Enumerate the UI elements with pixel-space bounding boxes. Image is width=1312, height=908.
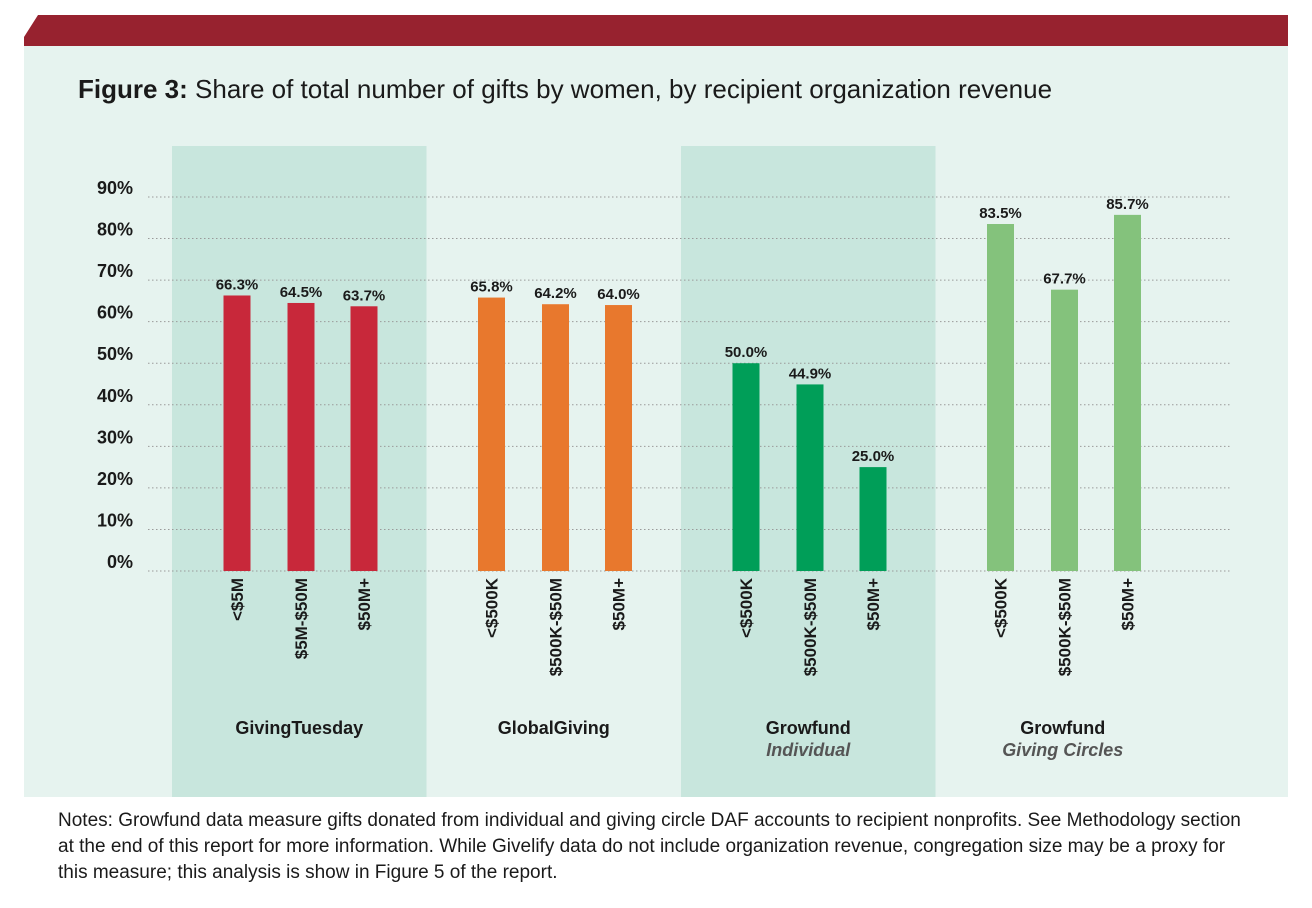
figure-title-text: Share of total number of gifts by women,… <box>195 74 1053 104</box>
figure-title: Figure 3: Share of total number of gifts… <box>78 74 1052 105</box>
data-label: 85.7% <box>1106 196 1149 213</box>
bar <box>796 384 824 571</box>
x-tick-label: <$500K <box>737 577 756 638</box>
y-tick-label: 10% <box>97 510 133 530</box>
group-label: Growfund <box>1020 718 1105 738</box>
data-label: 65.8% <box>470 279 513 296</box>
y-tick-label: 30% <box>97 427 133 447</box>
bar <box>987 224 1014 571</box>
chart-notes: Notes: Growfund data measure gifts donat… <box>58 810 1241 883</box>
x-tick-label: <$5M <box>228 578 247 621</box>
group-sublabel: Individual <box>766 740 851 760</box>
x-tick-label: $50M+ <box>355 578 374 631</box>
x-tick-label: <$500K <box>992 577 1011 638</box>
x-tick-label: $5M-$50M <box>292 578 311 659</box>
x-tick-label: $500K-$50M <box>801 578 820 676</box>
bar <box>350 306 378 571</box>
bar <box>1114 214 1141 571</box>
group-sublabel: Giving Circles <box>1002 740 1123 760</box>
data-label: 83.5% <box>979 205 1022 222</box>
y-tick-label: 40% <box>97 386 133 406</box>
data-label: 64.5% <box>280 284 323 301</box>
y-tick-label: 90% <box>97 178 133 198</box>
bar <box>859 467 887 571</box>
x-tick-label: $500K-$50M <box>547 578 566 676</box>
data-label: 63.7% <box>343 287 386 304</box>
x-tick-label: $500K-$50M <box>1056 578 1075 676</box>
bar <box>1051 289 1078 571</box>
y-tick-label: 0% <box>107 552 133 572</box>
y-tick-label: 50% <box>97 344 133 364</box>
bar <box>605 305 632 571</box>
x-tick-label: $50M+ <box>610 578 629 631</box>
data-label: 44.9% <box>789 365 832 382</box>
data-label: 66.3% <box>216 276 259 293</box>
data-label: 64.2% <box>534 285 577 302</box>
y-tick-label: 80% <box>97 220 133 240</box>
x-tick-label: $50M+ <box>1119 578 1138 631</box>
y-tick-label: 20% <box>97 469 133 489</box>
header-band <box>24 15 1288 46</box>
data-label: 25.0% <box>852 448 895 465</box>
bar <box>478 297 505 571</box>
bar <box>542 304 569 571</box>
bar <box>223 295 251 571</box>
group-label: Growfund <box>766 718 851 738</box>
data-label: 64.0% <box>597 286 640 303</box>
group-label: GlobalGiving <box>498 718 610 738</box>
group-label: GivingTuesday <box>235 718 363 738</box>
bar <box>287 302 315 571</box>
x-tick-label: <$500K <box>483 577 502 638</box>
y-tick-label: 60% <box>97 303 133 323</box>
bar <box>732 363 760 571</box>
data-label: 50.0% <box>725 344 768 361</box>
figure-title-lead: Figure 3: <box>78 74 188 104</box>
data-label: 67.7% <box>1043 271 1086 288</box>
y-tick-label: 70% <box>97 261 133 281</box>
x-tick-label: $50M+ <box>864 578 883 631</box>
